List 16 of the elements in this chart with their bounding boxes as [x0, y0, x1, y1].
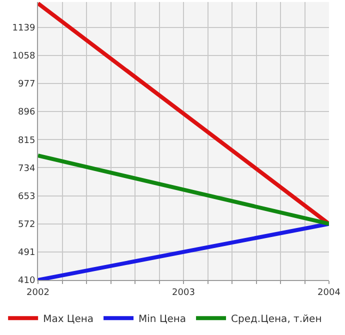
y-tick-label: 1058	[12, 52, 36, 62]
legend-label: Сред.Цена, т.йен	[231, 314, 322, 326]
y-tick-label: 977	[18, 80, 36, 90]
y-tick-label: 815	[18, 136, 36, 146]
y-tick-label: 734	[18, 164, 36, 174]
y-tick-label: 653	[18, 192, 36, 202]
y-tick-label: 896	[18, 108, 36, 118]
y-tick-label: 410	[18, 276, 36, 286]
y-tick-label: 1139	[12, 23, 36, 34]
x-tick-label: 2003	[172, 288, 195, 298]
y-tick-label: 572	[18, 220, 36, 230]
x-tick-label: 2004	[318, 288, 341, 298]
y-tick-label: 491	[18, 248, 36, 258]
x-tick-label: 2002	[26, 288, 50, 298]
legend-label: Max Цена	[43, 314, 94, 326]
legend-label: Min Цена	[138, 314, 186, 326]
